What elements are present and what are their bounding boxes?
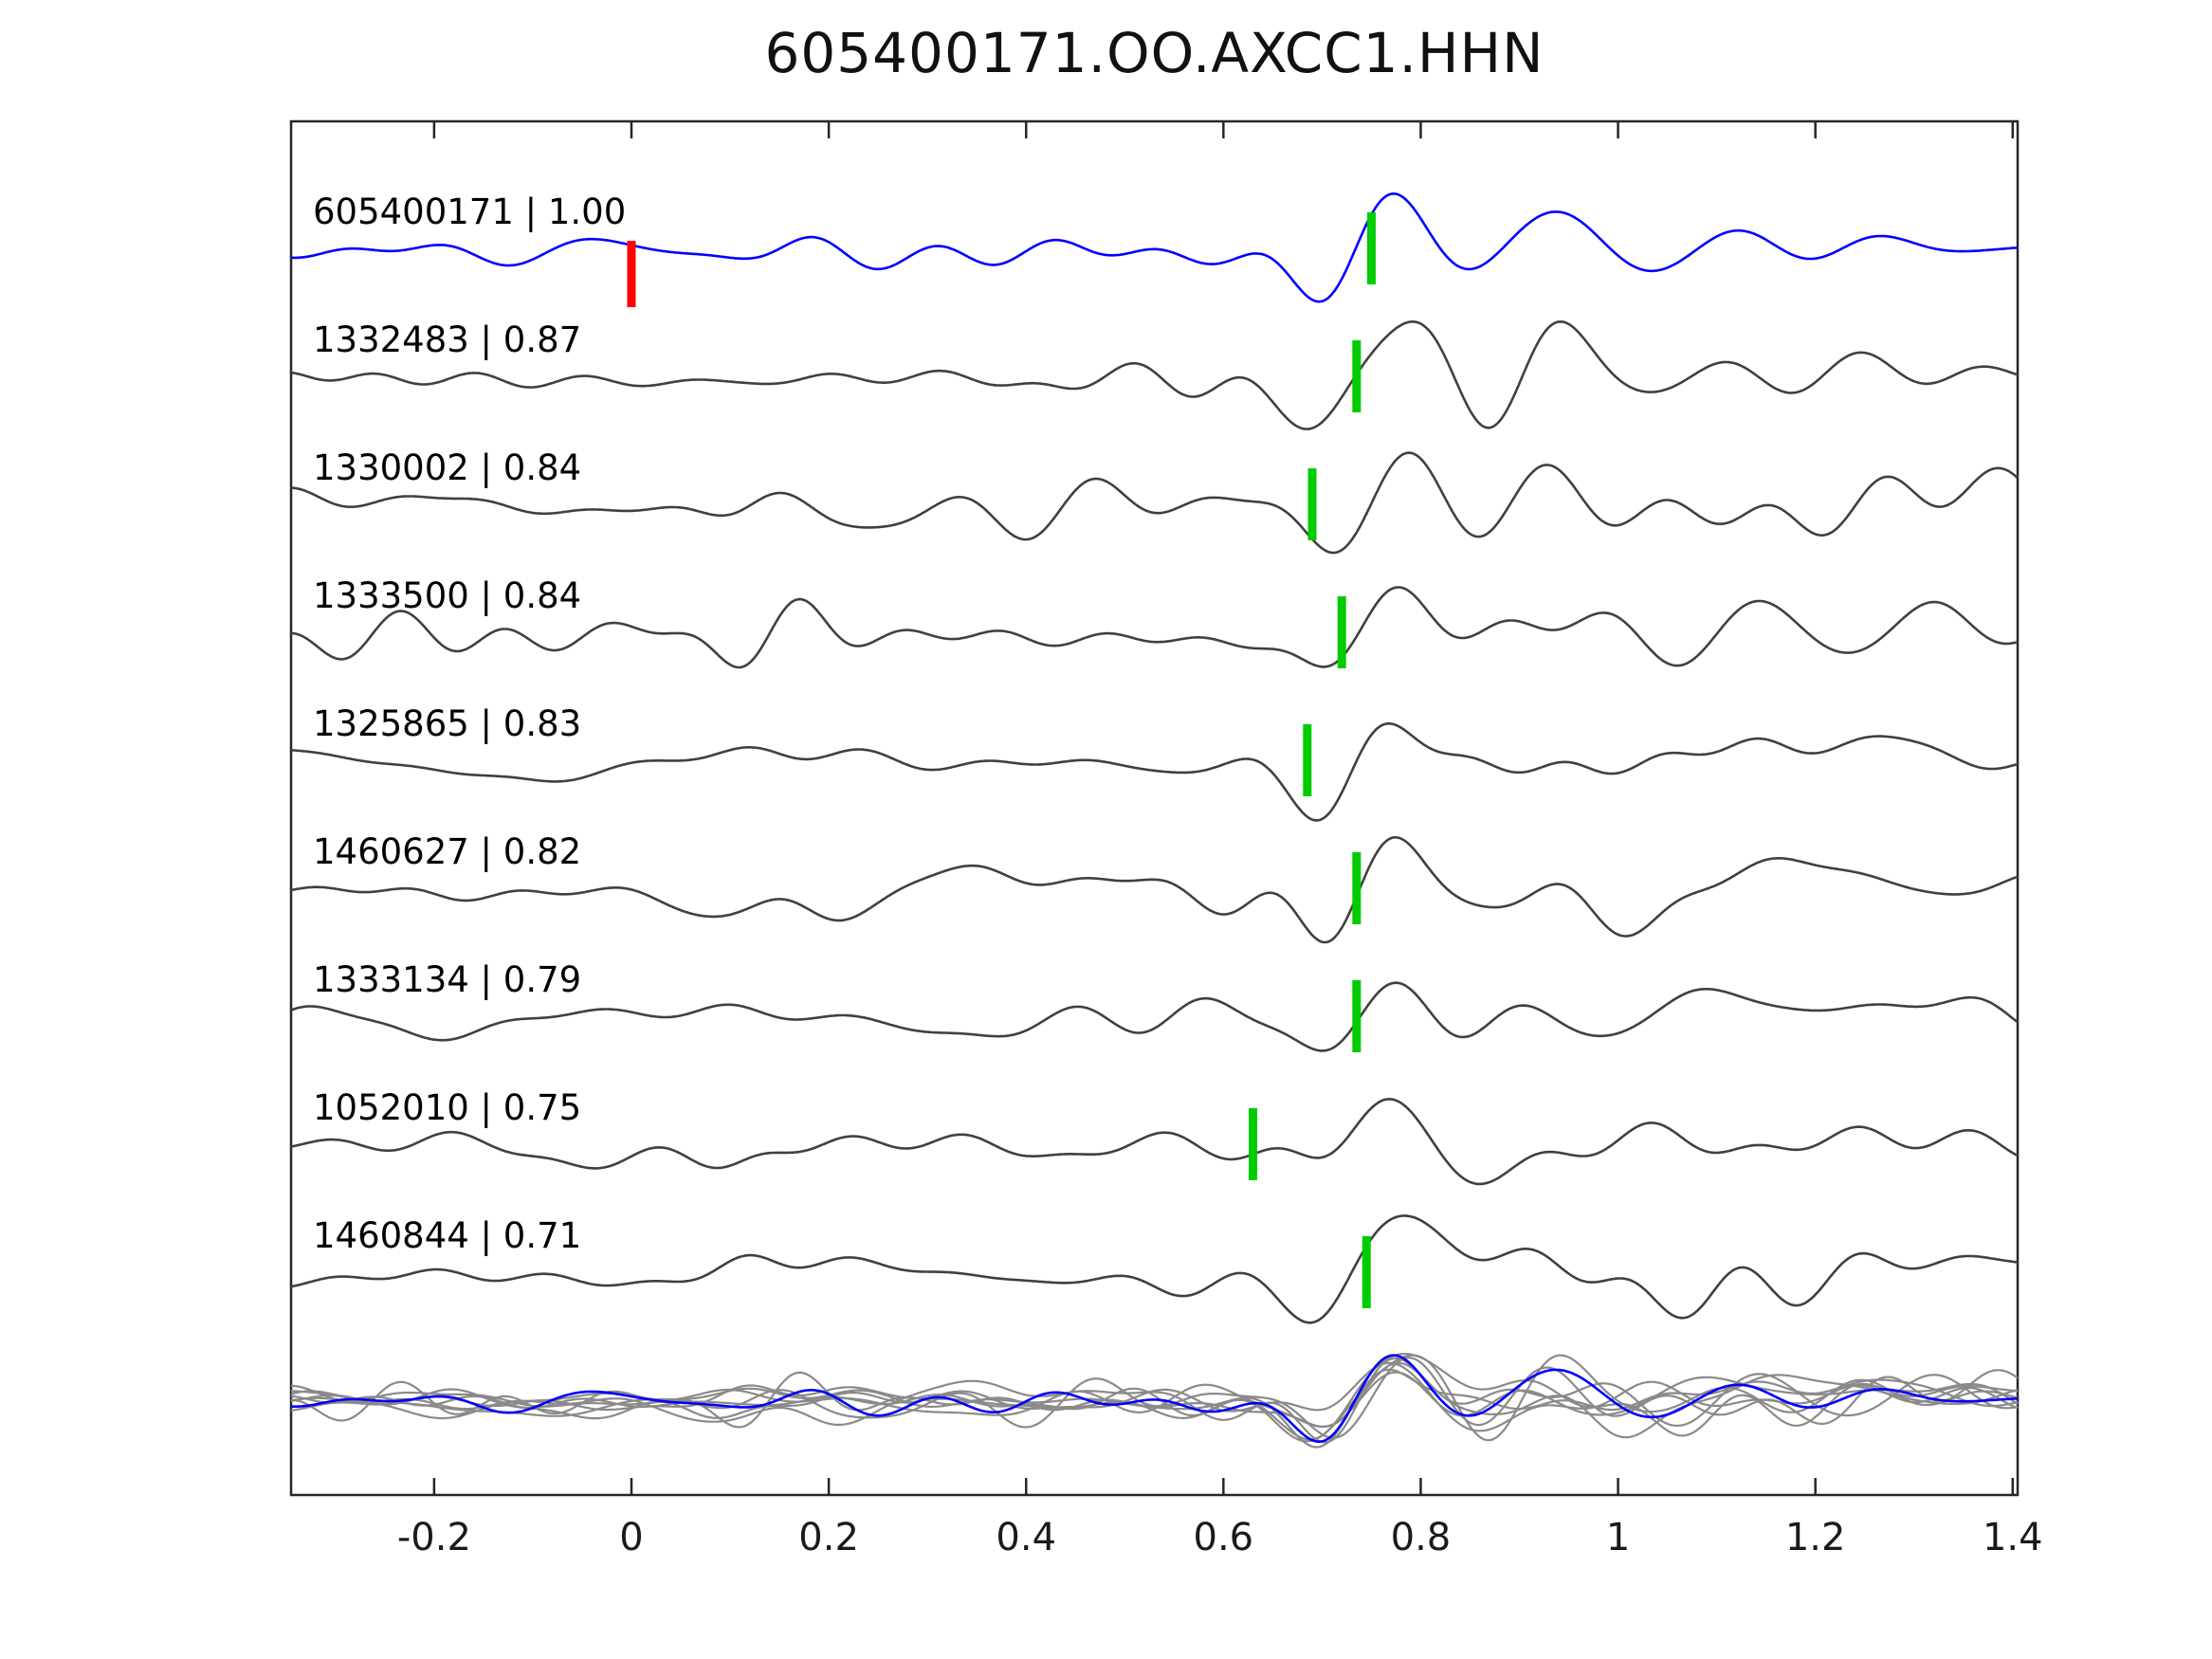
waveform-match [290, 586, 2019, 669]
waveform-overlay [290, 1368, 2019, 1449]
waveform-overlay-template [290, 1354, 2019, 1443]
waveform-match [290, 451, 2019, 555]
trace-label: 605400171 | 1.00 [313, 191, 626, 232]
x-tick-label: 1.4 [1983, 1516, 2043, 1559]
plot-border [289, 119, 2020, 1497]
trace-label: 1333500 | 0.84 [313, 575, 581, 616]
x-tick-label: 1 [1606, 1516, 1630, 1559]
waveform-match [290, 1098, 2019, 1186]
trace-label: 1330002 | 0.84 [313, 447, 581, 488]
trace-label: 1325865 | 0.83 [313, 703, 581, 744]
waveform-match [290, 722, 2019, 822]
trace-label: 1460627 | 0.82 [313, 831, 581, 872]
waveform-overlay [290, 1357, 2019, 1444]
trace-label: 1052010 | 0.75 [313, 1087, 581, 1128]
chart-title: 605400171.OO.AXCC1.HHN [764, 21, 1545, 85]
x-tick-label: 0.8 [1391, 1516, 1452, 1559]
waveform-overlay [290, 1354, 2019, 1443]
trace-label: 1333134 | 0.79 [313, 959, 581, 1000]
trace-label: 1332483 | 0.87 [313, 319, 581, 360]
waveform-overlay [290, 1361, 2019, 1432]
waveform-match [290, 981, 2019, 1052]
x-tick-label: 0 [619, 1516, 643, 1559]
trace-label: 1460844 | 0.71 [313, 1215, 581, 1256]
x-tick-label: 0.4 [996, 1516, 1056, 1559]
x-tick-label: 1.2 [1785, 1516, 1846, 1559]
waveform-overlay [290, 1371, 2019, 1428]
waveform-overlay [290, 1357, 2019, 1439]
x-tick-label: 0.2 [798, 1516, 859, 1559]
x-tick-label: 0.6 [1194, 1516, 1254, 1559]
waveform-overlay [290, 1353, 2019, 1441]
waveform-template [291, 192, 2019, 303]
x-tick-label: -0.2 [397, 1516, 471, 1559]
waveform-match [290, 836, 2019, 944]
waveform-match [290, 320, 2019, 430]
waveform-match [290, 1214, 2019, 1324]
